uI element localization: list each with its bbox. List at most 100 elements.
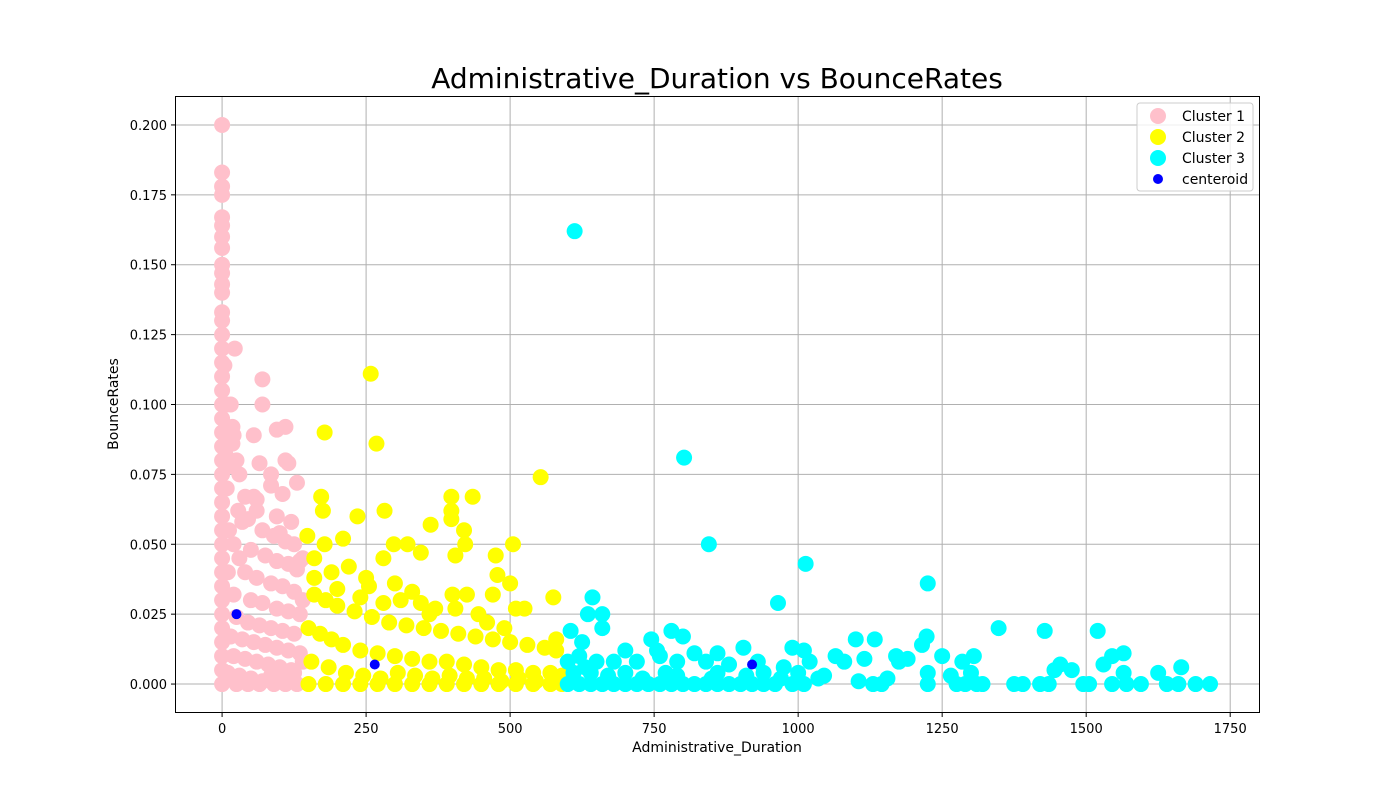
cluster-2-point	[381, 614, 398, 631]
cluster-1-point	[214, 312, 231, 329]
cluster-2-point	[542, 676, 559, 693]
x-tick-label: 0	[218, 722, 226, 737]
cluster-1-point	[254, 396, 271, 413]
legend-label-cluster-2: Cluster 2	[1182, 130, 1245, 146]
cluster-2-point	[329, 581, 346, 597]
cluster-3-point	[1202, 676, 1219, 693]
legend-marker-cluster-2	[1150, 129, 1166, 145]
y-tick-label: 0.100	[130, 399, 167, 414]
cluster-1-point	[224, 418, 241, 435]
cluster-2-point	[447, 600, 464, 617]
cluster-2-point	[313, 488, 330, 505]
cluster-3-point	[1063, 662, 1080, 679]
cluster-2-point	[489, 567, 506, 584]
cluster-3-point	[669, 653, 686, 670]
x-tick-label: 1500	[1070, 722, 1103, 737]
cluster-3-point	[735, 639, 752, 656]
cluster-1-point	[288, 474, 305, 491]
cluster-3-point	[856, 650, 873, 667]
cluster-3-point	[1095, 656, 1112, 673]
y-tick-label: 0.125	[130, 329, 167, 344]
cluster-3-point	[651, 676, 668, 693]
legend-label-cluster-3: Cluster 3	[1182, 151, 1245, 167]
cluster-2-point	[422, 516, 439, 533]
cluster-1-point	[254, 371, 271, 388]
cluster-3-point	[1170, 676, 1187, 693]
cluster-3-point	[1173, 659, 1190, 676]
cluster-3-point	[674, 628, 691, 645]
cluster-2-point	[314, 502, 331, 519]
cluster-2-point	[363, 608, 380, 625]
cluster-2-point	[438, 653, 455, 670]
cluster-3-point	[721, 676, 738, 693]
cluster-2-point	[502, 634, 519, 651]
cluster-3-point	[562, 622, 579, 639]
cluster-3-point	[1118, 676, 1135, 693]
cluster-3-point	[772, 670, 789, 687]
cluster-3-point	[1187, 676, 1204, 693]
cluster-2-point	[467, 628, 484, 645]
x-tick-label: 1750	[1214, 722, 1247, 737]
plot-frame	[175, 96, 1260, 713]
cluster-2-point	[386, 648, 403, 665]
cluster-3-point	[790, 664, 807, 681]
cluster-1-point	[248, 491, 265, 508]
cluster-2-point	[458, 670, 475, 687]
cluster-1-point	[291, 606, 308, 623]
cluster-3-point	[847, 631, 864, 648]
cluster-2-point	[389, 664, 406, 681]
cluster-2-point	[329, 597, 346, 614]
cluster-1-point	[214, 340, 231, 357]
legend-marker-cluster-3	[1150, 150, 1166, 166]
cluster-2-point	[424, 670, 441, 687]
cluster-3-point	[617, 642, 634, 659]
cluster-1-point	[214, 228, 231, 245]
cluster-1-point	[214, 326, 231, 343]
cluster-1-point	[214, 382, 231, 399]
cluster-2-point	[484, 631, 501, 648]
cluster-3-point	[919, 575, 936, 592]
cluster-2-point	[335, 636, 352, 653]
cluster-2-point	[369, 645, 386, 662]
cluster-3-point	[1132, 676, 1149, 693]
cluster-3-point	[1150, 664, 1167, 681]
cluster-2-point	[340, 558, 357, 575]
cluster-2-point	[386, 575, 403, 592]
cluster-1-point	[228, 676, 245, 693]
cluster-2-point	[375, 594, 392, 611]
cluster-3-point	[968, 676, 985, 693]
cluster-1-point	[225, 536, 242, 553]
cluster-1-point	[277, 452, 294, 469]
cluster-2-point	[516, 600, 533, 617]
cluster-3-point	[577, 659, 594, 676]
cluster-3-point	[1036, 622, 1053, 639]
chart-title: Administrative_Duration vs BounceRates	[431, 62, 1003, 95]
x-tick-label: 500	[498, 722, 523, 737]
cluster-3-point	[676, 449, 693, 466]
cluster-1-point	[222, 396, 239, 413]
cluster-1-point	[225, 586, 242, 603]
cluster-3-point	[1104, 676, 1121, 693]
cluster-2-point	[376, 502, 393, 519]
cluster-3-point	[801, 653, 818, 670]
cluster-2-point	[398, 617, 415, 634]
cluster-3-point	[579, 606, 596, 623]
cluster-3-point	[1089, 622, 1106, 639]
cluster-2-point	[355, 667, 372, 684]
cluster-2-point	[346, 603, 363, 620]
cluster-3-point	[700, 536, 717, 553]
cluster-1-point	[286, 536, 303, 553]
cluster-2-point	[300, 676, 317, 693]
cluster-2-point	[443, 511, 460, 528]
cluster-3-point	[566, 223, 583, 240]
cluster-2-point	[548, 631, 565, 648]
cluster-2-point	[457, 536, 474, 553]
cluster-2-point	[404, 650, 421, 667]
cluster-1-point	[214, 494, 231, 511]
cluster-3-point	[919, 676, 936, 693]
y-tick-label: 0.075	[130, 468, 167, 483]
legend-box	[1136, 102, 1254, 192]
cluster-3-point	[1081, 676, 1098, 693]
cluster-3-point	[574, 634, 591, 651]
legend-label-centeroid: centeroid	[1182, 172, 1248, 188]
